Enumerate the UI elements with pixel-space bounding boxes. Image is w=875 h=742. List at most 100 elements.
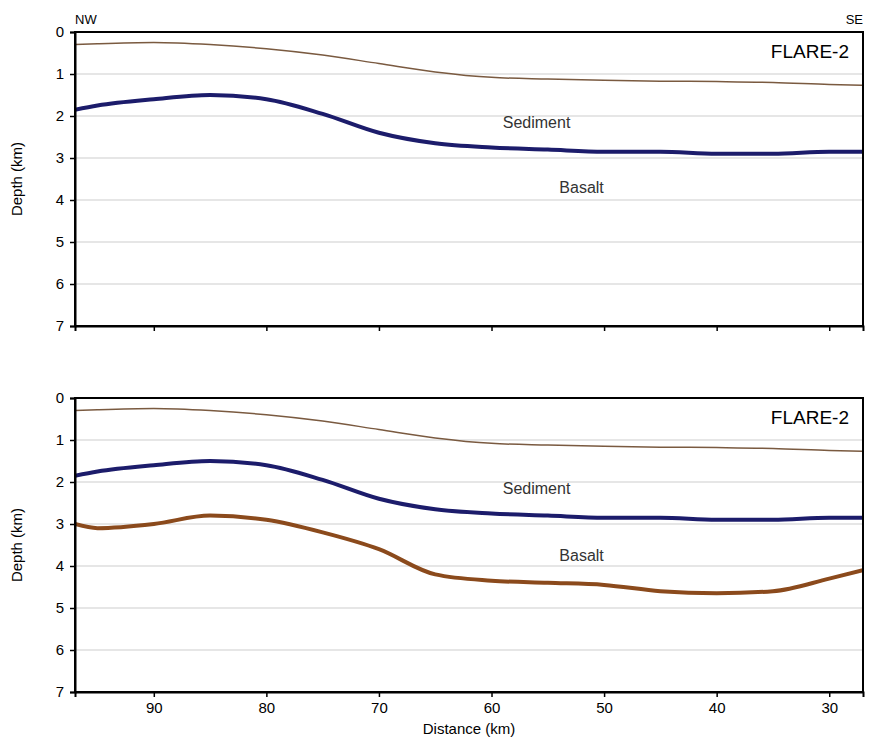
y-tick-mark <box>70 116 75 118</box>
x-tick-mark <box>604 692 606 697</box>
x-tick <box>379 326 380 331</box>
annotation: Basalt <box>559 179 604 196</box>
y-tick-mark <box>70 200 75 202</box>
x-tick: 40 <box>709 692 726 716</box>
x-tick-mark <box>716 692 718 697</box>
grid <box>75 32 863 326</box>
y-tick-mark <box>70 242 75 244</box>
y-tick-mark <box>70 74 75 76</box>
grid-line <box>75 200 863 201</box>
horizon-line <box>75 43 863 86</box>
title-background <box>759 36 861 69</box>
y-tick: 0 <box>56 389 75 406</box>
x-tick-mark <box>491 326 493 331</box>
plot-frame <box>75 398 863 692</box>
grid-line <box>75 440 863 441</box>
y-tick-mark <box>70 524 75 526</box>
x-tick-mark <box>266 692 268 697</box>
y-tick-label: 2 <box>56 107 64 124</box>
grid-line <box>75 242 863 243</box>
grid-line <box>75 158 863 159</box>
x-tick-label: 90 <box>146 699 163 716</box>
y-tick-mark <box>70 398 75 400</box>
x-tick: 80 <box>259 692 276 716</box>
y-tick-label: 5 <box>56 233 64 250</box>
y-tick: 5 <box>56 599 75 616</box>
x-tick <box>266 326 267 331</box>
y-axis-title: Depth (km) <box>8 142 25 216</box>
plot-frame <box>75 32 863 326</box>
y-tick-mark <box>70 608 75 610</box>
x-tick: 30 <box>821 692 838 716</box>
x-tick-label: 30 <box>821 699 838 716</box>
y-tick: 3 <box>56 149 75 166</box>
x-tick <box>492 326 493 331</box>
x-tick: 50 <box>596 692 613 716</box>
y-tick: 7 <box>56 683 75 700</box>
y-axis-line <box>70 33 76 327</box>
y-axis-line <box>70 399 76 693</box>
y-tick-label: 1 <box>56 431 64 448</box>
direction-label: NW <box>75 12 97 27</box>
y-tick-label: 0 <box>56 389 64 406</box>
horizon-line <box>75 461 863 520</box>
y-tick-mark <box>70 158 75 160</box>
x-tick-mark <box>379 326 381 331</box>
y-tick-mark <box>70 482 75 484</box>
y-tick: 6 <box>56 275 75 292</box>
x-tick-mark <box>829 326 831 331</box>
annotation: Basalt <box>559 547 604 564</box>
x-tick-mark <box>379 692 381 697</box>
figure: 01234567Depth (km)NWSEFLARE-2SedimentBas… <box>0 0 875 742</box>
y-tick-mark <box>70 326 75 328</box>
annotation: Sediment <box>503 114 571 131</box>
grid-line <box>75 74 863 75</box>
x-tick: 70 <box>371 692 388 716</box>
y-tick: 7 <box>56 317 75 334</box>
x-tick-mark <box>491 692 493 697</box>
y-axis: 01234567 <box>56 23 76 334</box>
y-tick-mark <box>70 32 75 34</box>
x-axis: 90 80 70 60 50 40 30 <box>76 692 864 716</box>
y-tick-label: 3 <box>56 149 64 166</box>
x-tick-label: 70 <box>371 699 388 716</box>
grid-line <box>75 524 863 525</box>
x-tick-mark <box>604 326 606 331</box>
y-tick-label: 4 <box>56 557 64 574</box>
y-tick-label: 4 <box>56 191 64 208</box>
title-box: FLARE-2 <box>759 36 861 69</box>
grid-line <box>75 116 863 117</box>
y-tick: 2 <box>56 107 75 124</box>
y-tick: 6 <box>56 641 75 658</box>
y-tick: 4 <box>56 557 75 574</box>
y-axis: 01234567 <box>56 389 76 700</box>
y-tick-mark <box>70 692 75 694</box>
y-tick-label: 5 <box>56 599 64 616</box>
y-tick-label: 6 <box>56 641 64 658</box>
x-axis-title: Distance (km) <box>423 720 516 737</box>
x-tick-label: 60 <box>484 699 501 716</box>
panel-title: FLARE-2 <box>771 41 849 62</box>
grid-line <box>75 608 863 609</box>
x-tick: 90 <box>146 692 163 716</box>
x-axis-line <box>76 327 864 332</box>
x-tick <box>717 326 718 331</box>
plot-area <box>75 43 863 154</box>
y-tick-mark <box>70 566 75 568</box>
x-tick-mark <box>266 326 268 331</box>
horizon-line <box>75 95 863 154</box>
panel-title: FLARE-2 <box>771 407 849 428</box>
title-background <box>759 402 861 435</box>
x-axis <box>76 326 864 331</box>
y-tick: 2 <box>56 473 75 490</box>
y-tick-mark <box>70 284 75 286</box>
horizon-line <box>75 516 863 594</box>
panel: 0123456790807060504030Depth (km)Distance… <box>8 389 864 737</box>
grid-line <box>75 482 863 483</box>
annotation: Sediment <box>503 480 571 497</box>
x-tick-mark <box>154 692 156 697</box>
plot-area <box>75 409 863 594</box>
y-tick: 0 <box>56 23 75 40</box>
grid-line <box>75 284 863 285</box>
x-tick <box>829 326 830 331</box>
